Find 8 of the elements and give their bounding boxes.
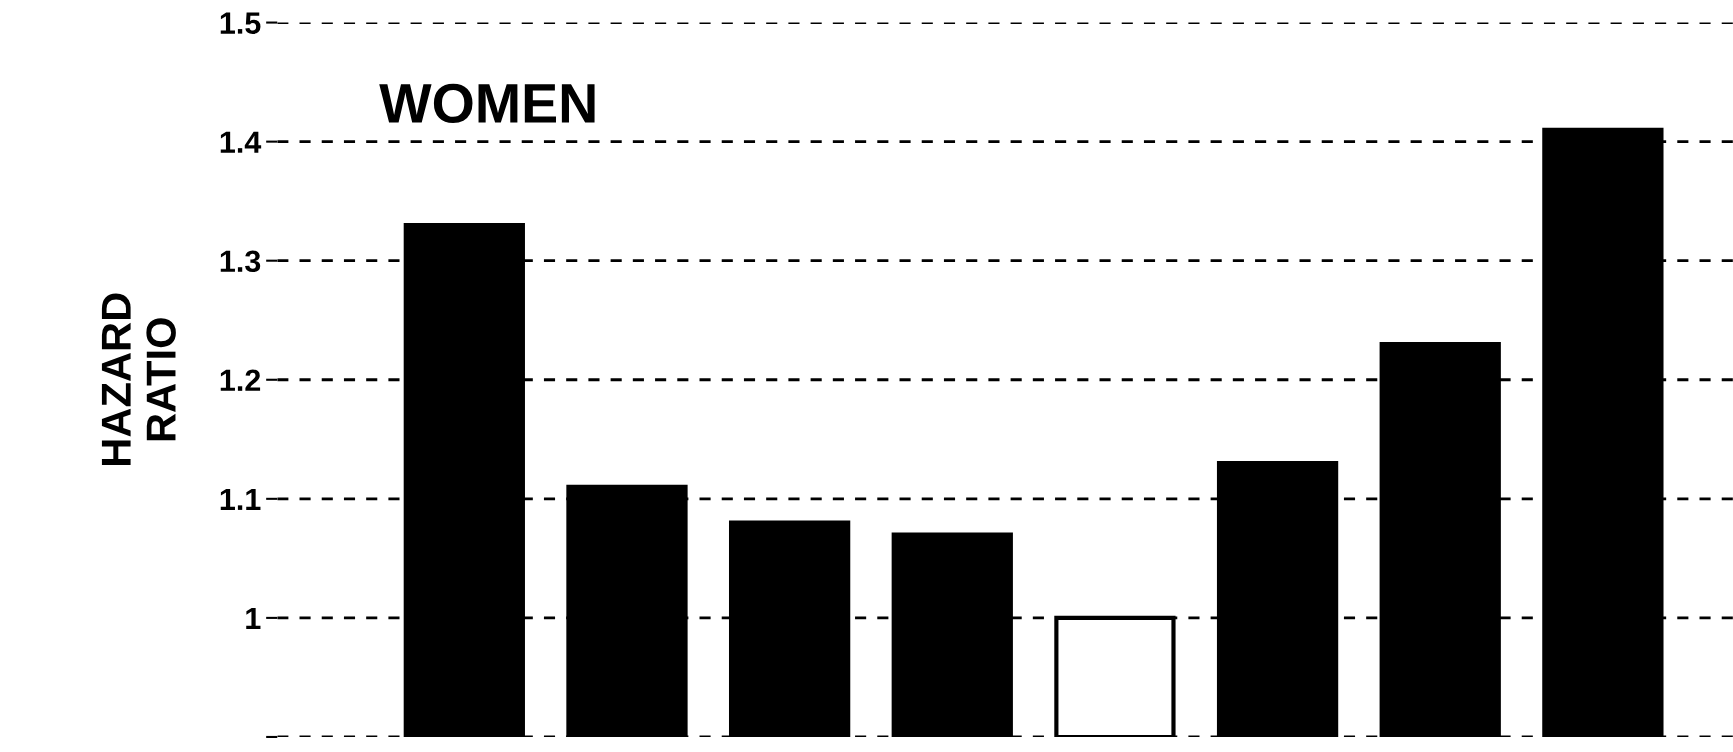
y-tick-label: 1.5	[220, 12, 261, 34]
y-axis-title: HAZARD RATIO	[101, 293, 176, 465]
annotation: WOMEN	[379, 83, 595, 124]
y-tick-label: 1.3	[220, 250, 261, 273]
y-tick-label: 1.2	[220, 369, 261, 391]
y-tick-label: 1.4	[220, 131, 262, 153]
y-tick-label: 1	[246, 607, 261, 629]
y-tick-label: 1.1	[220, 488, 261, 510]
